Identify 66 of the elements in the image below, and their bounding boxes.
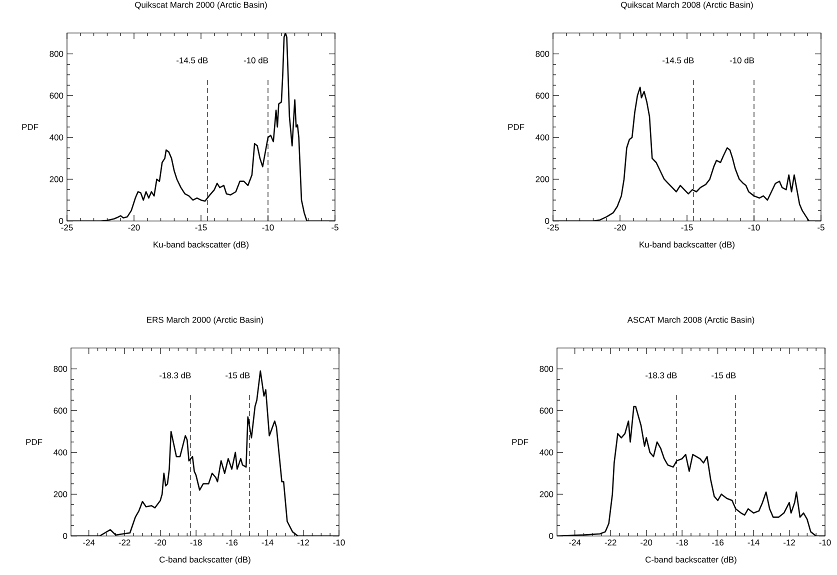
y-tick-label: 600 bbox=[50, 92, 64, 99]
x-tick-label: -24 bbox=[569, 540, 581, 546]
x-tick-label: -10 bbox=[748, 224, 760, 231]
x-axis-title: C-band backscatter (dB) bbox=[646, 556, 736, 564]
ref-line-label: -18.3 dB bbox=[160, 372, 191, 378]
y-tick-label: 400 bbox=[54, 449, 68, 456]
x-tick-label: -22 bbox=[118, 540, 130, 546]
y-tick-label: 0 bbox=[63, 533, 68, 539]
y-tick-label: 0 bbox=[549, 533, 554, 539]
x-tick-label: -10 bbox=[262, 224, 274, 231]
x-tick-label: -5 bbox=[332, 224, 338, 230]
y-tick-label: 0 bbox=[545, 218, 550, 224]
ref-line-label: -14.5 dB bbox=[662, 57, 694, 64]
x-tick-label: -22 bbox=[604, 540, 616, 546]
y-tick-label: 800 bbox=[54, 366, 68, 372]
x-tick-label: -24 bbox=[83, 540, 95, 546]
x-tick-label: -16 bbox=[712, 540, 724, 546]
x-tick-label: -5 bbox=[818, 224, 824, 230]
y-axis-title: PDF bbox=[512, 439, 528, 445]
y-axis-title: PDF bbox=[22, 124, 38, 130]
y-tick-label: 800 bbox=[540, 366, 554, 372]
x-tick-label: -12 bbox=[784, 540, 795, 546]
x-tick-label: -18 bbox=[676, 540, 688, 546]
x-tick-label: -12 bbox=[298, 540, 309, 546]
chart-title: ASCAT March 2008 (Arctic Basin) bbox=[627, 316, 754, 324]
x-axis-title: Ku-band backscatter (dB) bbox=[640, 241, 734, 250]
x-tick-label: -15 bbox=[195, 224, 207, 230]
y-tick-label: 400 bbox=[540, 449, 554, 456]
x-tick-label: -20 bbox=[128, 224, 140, 231]
chart-title: ERS March 2000 (Arctic Basin) bbox=[147, 316, 264, 324]
ref-line-label: -10 dB bbox=[730, 57, 754, 64]
x-tick-label: -25 bbox=[61, 224, 73, 231]
ref-line-label: -10 dB bbox=[244, 57, 268, 64]
x-tick-label: -20 bbox=[614, 224, 626, 231]
x-axis-title: Ku-band backscatter (dB) bbox=[154, 241, 248, 250]
chart-title: Quikscat March 2000 (Arctic Basin) bbox=[135, 2, 267, 10]
ref-line-label: -18.3 dB bbox=[646, 372, 677, 378]
x-tick-label: -16 bbox=[226, 540, 238, 546]
ref-line-label: -14.5 dB bbox=[176, 57, 208, 64]
x-tick-label: -20 bbox=[154, 540, 166, 546]
ref-line-label: -15 dB bbox=[712, 372, 736, 378]
y-tick-label: 0 bbox=[59, 218, 64, 224]
y-tick-label: 400 bbox=[50, 134, 64, 140]
y-tick-label: 600 bbox=[54, 408, 68, 414]
y-tick-label: 800 bbox=[536, 50, 550, 57]
y-tick-label: 600 bbox=[536, 92, 550, 99]
y-tick-label: 200 bbox=[536, 176, 550, 182]
y-tick-label: 600 bbox=[540, 408, 554, 414]
y-tick-label: 200 bbox=[54, 491, 68, 498]
y-axis-title: PDF bbox=[26, 439, 42, 445]
x-tick-label: -14 bbox=[262, 540, 274, 546]
x-tick-label: -15 bbox=[681, 224, 693, 230]
y-tick-label: 200 bbox=[50, 176, 64, 182]
y-tick-label: 200 bbox=[540, 491, 554, 498]
x-tick-label: -10 bbox=[333, 540, 345, 546]
y-tick-label: 400 bbox=[536, 134, 550, 140]
x-tick-label: -18 bbox=[190, 540, 202, 546]
chart-title: Quikscat March 2008 (Arctic Basin) bbox=[621, 2, 753, 10]
x-tick-label: -10 bbox=[819, 540, 831, 546]
x-tick-label: -20 bbox=[640, 540, 652, 546]
ref-line-label: -15 dB bbox=[226, 372, 250, 378]
x-tick-label: -14 bbox=[748, 540, 760, 546]
x-tick-label: -25 bbox=[547, 224, 559, 231]
y-axis-title: PDF bbox=[508, 124, 524, 130]
x-axis-title: C-band backscatter (dB) bbox=[160, 556, 250, 564]
y-tick-label: 800 bbox=[50, 50, 64, 57]
